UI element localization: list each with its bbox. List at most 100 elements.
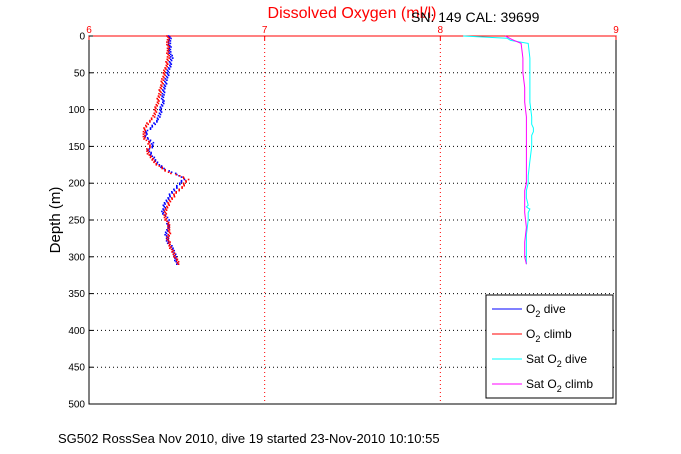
series-point-o2-dive	[161, 92, 164, 95]
series-point-o2-climb	[172, 249, 175, 252]
series-point-o2-dive	[175, 258, 178, 261]
series-point-o2-climb	[166, 35, 168, 37]
series-point-o2-climb	[172, 253, 175, 256]
series-point-o2-climb	[173, 256, 175, 258]
y-tick-label: 300	[68, 252, 85, 263]
series-point-o2-dive	[151, 126, 154, 128]
series-point-o2-dive	[174, 259, 176, 262]
series-point-o2-climb	[166, 43, 168, 46]
series-point-o2-climb	[152, 114, 154, 117]
series-point-o2-climb	[169, 247, 171, 249]
series-point-o2-dive	[172, 57, 174, 59]
y-tick-label: 150	[68, 142, 85, 153]
series-point-o2-climb	[157, 95, 160, 97]
series-point-o2-dive	[169, 45, 171, 47]
series-point-o2-dive	[167, 241, 170, 243]
chart-subtitle: SN: 149 CAL: 39699	[411, 9, 540, 25]
series-point-o2-climb	[168, 54, 170, 57]
series-point-o2-dive	[162, 99, 164, 101]
series-point-o2-climb	[142, 130, 145, 133]
series-point-o2-climb	[149, 119, 151, 122]
series-point-o2-climb	[164, 170, 166, 172]
series-point-o2-climb	[142, 133, 145, 135]
series-point-o2-climb	[166, 47, 169, 50]
legend-item-o2-dive: O2 dive	[492, 302, 566, 319]
series-point-o2-dive	[166, 216, 169, 219]
series-o2-dive	[144, 35, 186, 265]
legend-box	[485, 294, 614, 399]
series-point-o2-climb	[147, 149, 149, 151]
series-point-o2-climb	[168, 226, 171, 229]
series-point-o2-climb	[169, 232, 172, 235]
series-point-o2-dive	[160, 107, 163, 110]
series-point-o2-climb	[144, 137, 146, 139]
series-point-o2-climb	[164, 67, 166, 69]
series-point-o2-climb	[147, 151, 150, 154]
series-point-o2-dive	[150, 151, 152, 154]
series-point-o2-climb	[155, 111, 158, 113]
series-point-o2-dive	[150, 143, 153, 145]
series-point-o2-dive	[152, 144, 154, 146]
series-point-o2-dive	[164, 81, 167, 84]
series-point-o2-climb	[153, 112, 156, 115]
series-point-o2-dive	[159, 108, 161, 111]
series-point-o2-climb	[166, 205, 168, 208]
series-line-sat-o2-dive	[463, 35, 534, 265]
series-point-o2-climb	[163, 69, 165, 72]
y-tick-label: 250	[68, 216, 85, 227]
series-point-o2-climb	[167, 59, 169, 62]
series-point-o2-dive	[176, 263, 178, 265]
series-point-o2-dive	[167, 74, 170, 77]
series-point-o2-dive	[165, 235, 168, 237]
series-point-o2-dive	[167, 35, 170, 37]
series-point-o2-climb	[148, 140, 150, 143]
series-point-o2-climb	[175, 173, 177, 176]
series-o2-climb	[142, 35, 190, 265]
series-point-o2-climb	[169, 200, 172, 203]
series-point-o2-dive	[164, 214, 166, 216]
series-point-o2-dive	[176, 187, 178, 189]
series-point-o2-climb	[167, 240, 170, 242]
series-point-o2-dive	[180, 179, 183, 182]
series-point-o2-climb	[174, 254, 176, 257]
series-point-o2-climb	[161, 166, 163, 169]
y-tick-label: 400	[68, 326, 85, 337]
series-point-o2-climb	[167, 48, 170, 51]
series-point-o2-climb	[166, 56, 169, 58]
series-point-o2-climb	[144, 129, 146, 132]
series-point-o2-climb	[181, 186, 183, 188]
series-point-o2-climb	[145, 139, 148, 142]
series-point-o2-climb	[166, 49, 169, 52]
series-point-o2-climb	[148, 154, 151, 156]
series-point-o2-dive	[167, 224, 169, 226]
series-point-o2-climb	[148, 141, 151, 144]
series-point-o2-climb	[149, 146, 151, 149]
series-point-o2-climb	[164, 219, 166, 221]
series-point-o2-climb	[155, 164, 158, 166]
series-point-o2-climb	[183, 177, 185, 180]
series-point-o2-climb	[167, 63, 169, 65]
series-point-o2-dive	[160, 165, 163, 167]
series-point-o2-dive	[169, 36, 171, 38]
series-point-o2-climb	[163, 210, 166, 213]
series-point-o2-climb	[170, 172, 172, 175]
series-point-o2-climb	[167, 225, 169, 227]
series-point-o2-climb	[167, 53, 169, 56]
series-point-o2-dive	[158, 164, 161, 166]
series-point-o2-dive	[165, 232, 168, 235]
series-point-o2-climb	[167, 227, 169, 230]
series-point-o2-climb	[169, 243, 171, 246]
series-point-o2-dive	[163, 91, 166, 94]
y-axis: 0 50 100 150 200 250 300 350 400 450 500	[68, 32, 93, 411]
series-point-o2-dive	[170, 37, 172, 40]
series-point-o2-climb	[153, 108, 156, 111]
series-point-o2-dive	[178, 182, 181, 184]
series-point-o2-dive	[167, 197, 169, 199]
y-axis-label: Depth (m)	[47, 187, 64, 254]
series-point-o2-climb	[158, 100, 160, 102]
series-point-o2-climb	[147, 143, 149, 145]
y-tick-label: 450	[68, 363, 85, 374]
series-point-o2-dive	[167, 238, 169, 241]
legend-label: O2 climb	[526, 327, 572, 344]
series-point-o2-dive	[162, 213, 164, 215]
